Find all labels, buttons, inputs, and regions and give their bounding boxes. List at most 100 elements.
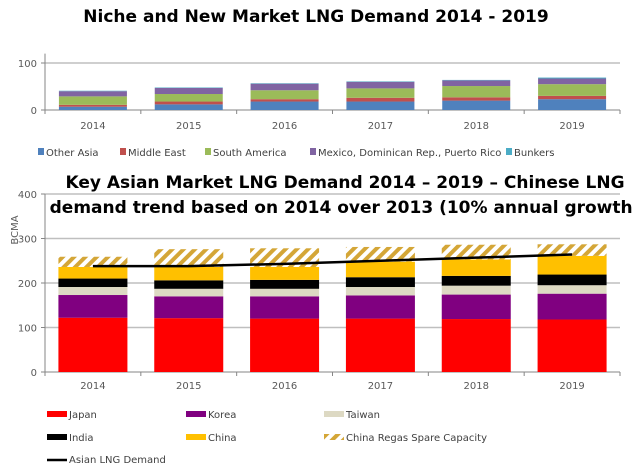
legend-label: Asian LNG Demand bbox=[69, 455, 166, 465]
legend-label: India bbox=[69, 433, 94, 444]
bar-other-asia-2019 bbox=[538, 99, 607, 110]
legend-label: Other Asia bbox=[46, 148, 99, 159]
x-tick-label: 2016 bbox=[272, 381, 297, 392]
bar-taiwan-2017 bbox=[345, 287, 415, 296]
bar-japan-2017 bbox=[345, 318, 415, 372]
chart2-title-line2: demand trend based on 2014 over 2013 (10… bbox=[50, 198, 633, 218]
bar-china-2016 bbox=[250, 266, 320, 280]
legend-label: Middle East bbox=[128, 148, 186, 159]
x-tick-label: 2017 bbox=[368, 381, 393, 392]
x-tick-label: 2018 bbox=[464, 121, 489, 132]
bar-korea-2019 bbox=[537, 293, 607, 320]
bar-middle-east-2014 bbox=[58, 104, 127, 107]
x-tick-label: 2019 bbox=[559, 121, 584, 132]
bar-india-2014 bbox=[58, 278, 128, 288]
bar-india-2015 bbox=[154, 280, 224, 289]
bar-south-america-2019 bbox=[538, 84, 607, 96]
bar-south-america-2017 bbox=[346, 88, 415, 98]
bar-china-2019 bbox=[537, 255, 607, 275]
bar-mexico-dominican-rep-puerto-rico-2018 bbox=[442, 80, 511, 87]
bar-south-america-2016 bbox=[250, 90, 319, 100]
bar-china-regas-spare-capacity-2017 bbox=[345, 246, 415, 262]
bar-mexico-dominican-rep-puerto-rico-2015 bbox=[154, 87, 223, 95]
bar-mexico-dominican-rep-puerto-rico-2017 bbox=[346, 81, 415, 89]
bar-taiwan-2018 bbox=[441, 285, 511, 295]
bar-india-2016 bbox=[250, 279, 320, 289]
legend-swatch bbox=[186, 434, 206, 440]
bar-china-2014 bbox=[58, 266, 128, 279]
x-tick-label: 2017 bbox=[368, 121, 393, 132]
legend-label: China Regas Spare Capacity bbox=[346, 433, 487, 444]
bar-india-2019 bbox=[537, 274, 607, 286]
legend-swatch bbox=[186, 411, 206, 417]
x-tick-label: 2015 bbox=[176, 381, 201, 392]
bar-middle-east-2017 bbox=[346, 97, 415, 102]
bar-korea-2016 bbox=[250, 296, 320, 319]
chart2-ylabel: BCMA bbox=[10, 215, 21, 244]
legend-swatch bbox=[310, 148, 316, 155]
bar-china-2018 bbox=[441, 259, 511, 276]
bar-china-2015 bbox=[154, 266, 224, 281]
bar-india-2018 bbox=[441, 275, 511, 286]
bar-taiwan-2014 bbox=[58, 287, 128, 296]
bar-other-asia-2014 bbox=[58, 106, 127, 110]
bar-china-2017 bbox=[345, 261, 415, 278]
legend-label: Taiwan bbox=[345, 410, 380, 421]
x-tick-label: 2016 bbox=[272, 121, 297, 132]
bar-japan-2014 bbox=[58, 317, 128, 372]
legend-label: Japan bbox=[68, 410, 97, 421]
bar-japan-2019 bbox=[537, 319, 607, 372]
y-tick-label: 0 bbox=[31, 368, 37, 379]
bar-middle-east-2016 bbox=[250, 99, 319, 102]
legend-label: South America bbox=[213, 148, 287, 159]
bar-korea-2014 bbox=[58, 295, 128, 318]
bar-taiwan-2016 bbox=[250, 288, 320, 297]
bar-japan-2015 bbox=[154, 318, 224, 372]
chart1-title: Niche and New Market LNG Demand 2014 - 2… bbox=[83, 7, 548, 27]
y-tick-label: 400 bbox=[18, 190, 37, 201]
bar-middle-east-2019 bbox=[538, 95, 607, 100]
bar-middle-east-2018 bbox=[442, 97, 511, 101]
chart2-title-line1: Key Asian Market LNG Demand 2014 – 2019 … bbox=[65, 173, 624, 193]
y-tick-label: 200 bbox=[18, 279, 37, 290]
y-tick-label: 100 bbox=[18, 324, 37, 335]
legend-label: Bunkers bbox=[514, 148, 554, 159]
bar-south-america-2015 bbox=[154, 94, 223, 102]
bar-china-regas-spare-capacity-2019 bbox=[537, 244, 607, 256]
bar-middle-east-2015 bbox=[154, 101, 223, 105]
legend-label: Korea bbox=[208, 410, 236, 421]
legend-swatch bbox=[324, 434, 344, 440]
bar-mexico-dominican-rep-puerto-rico-2019 bbox=[538, 78, 607, 85]
bar-taiwan-2019 bbox=[537, 285, 607, 294]
bar-south-america-2014 bbox=[58, 96, 127, 105]
bar-south-america-2018 bbox=[442, 86, 511, 98]
bar-other-asia-2017 bbox=[346, 101, 415, 110]
bar-other-asia-2015 bbox=[154, 104, 223, 110]
y-tick-label: 0 bbox=[31, 106, 37, 117]
legend-label: China bbox=[208, 433, 237, 444]
legend-swatch bbox=[47, 434, 67, 440]
x-tick-label: 2014 bbox=[80, 381, 105, 392]
bar-korea-2015 bbox=[154, 296, 224, 319]
bar-china-regas-spare-capacity-2015 bbox=[154, 249, 224, 267]
legend-swatch bbox=[47, 411, 67, 417]
x-tick-label: 2014 bbox=[80, 121, 105, 132]
bar-japan-2018 bbox=[441, 319, 511, 372]
bar-china-regas-spare-capacity-2018 bbox=[441, 244, 511, 260]
x-tick-label: 2019 bbox=[559, 381, 584, 392]
bar-taiwan-2015 bbox=[154, 288, 224, 297]
legend-swatch bbox=[324, 411, 344, 417]
legend-swatch bbox=[120, 148, 126, 155]
bar-china-regas-spare-capacity-2014 bbox=[58, 256, 128, 267]
bar-bunkers-2019 bbox=[538, 77, 607, 79]
bar-korea-2018 bbox=[441, 294, 511, 320]
x-tick-label: 2015 bbox=[176, 121, 201, 132]
bar-other-asia-2018 bbox=[442, 100, 511, 110]
y-tick-label: 300 bbox=[18, 235, 37, 246]
bar-japan-2016 bbox=[250, 318, 320, 372]
bar-mexico-dominican-rep-puerto-rico-2014 bbox=[58, 91, 127, 97]
bar-mexico-dominican-rep-puerto-rico-2016 bbox=[250, 83, 319, 91]
bar-korea-2017 bbox=[345, 295, 415, 319]
legend-swatch bbox=[38, 148, 44, 155]
